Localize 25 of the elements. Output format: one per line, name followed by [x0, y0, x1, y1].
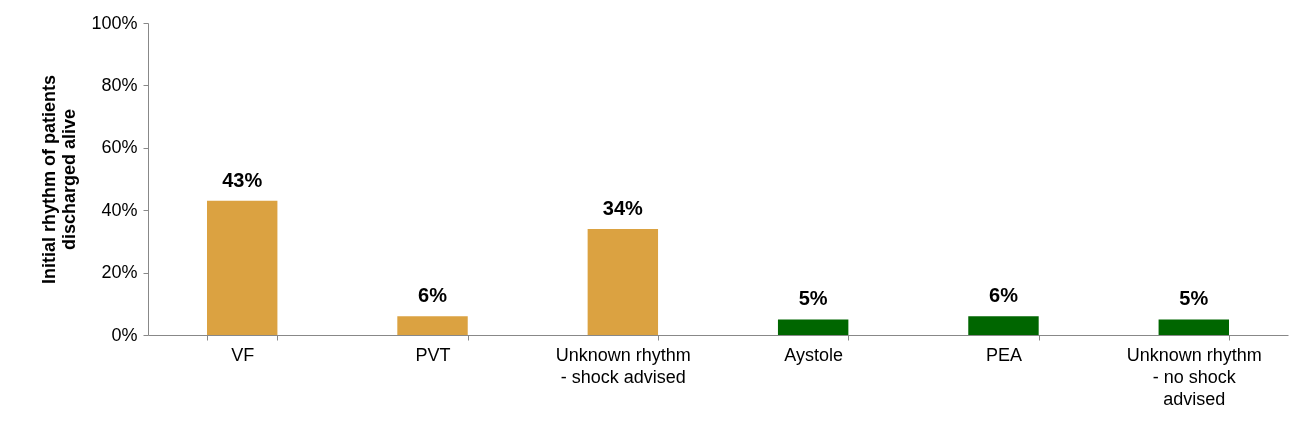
x-tick-label: Unknown rhythm - no shock advised [1126, 344, 1262, 409]
data-label: 6% [989, 284, 1019, 307]
x-tick-label: VF [231, 344, 255, 365]
y-tick-label: 60% [101, 137, 138, 158]
y-tick-label: 0% [111, 324, 138, 345]
y-tick-label: 20% [101, 262, 138, 283]
y-tick-label: 100% [91, 12, 138, 33]
data-label: 6% [418, 284, 448, 307]
bar [207, 200, 278, 335]
y-tick-label: 40% [101, 199, 138, 220]
y-axis-title: Initial rhythm of patients discharged alive [39, 74, 80, 285]
data-label: 5% [798, 287, 828, 310]
y-tick-label: 80% [101, 74, 138, 95]
data-label: 5% [1179, 287, 1209, 310]
bar [587, 228, 659, 335]
bar [1158, 319, 1229, 335]
bar [397, 316, 468, 335]
bar [777, 319, 849, 335]
x-tick-label: PVT [415, 344, 451, 365]
bar [968, 316, 1039, 335]
data-label: 34% [602, 196, 644, 219]
x-tick-label: PEA [985, 344, 1022, 365]
data-label: 43% [222, 168, 263, 191]
x-tick-label: Aystole [784, 344, 844, 365]
x-tick-label: Unknown rhythm - shock advised [555, 344, 691, 387]
